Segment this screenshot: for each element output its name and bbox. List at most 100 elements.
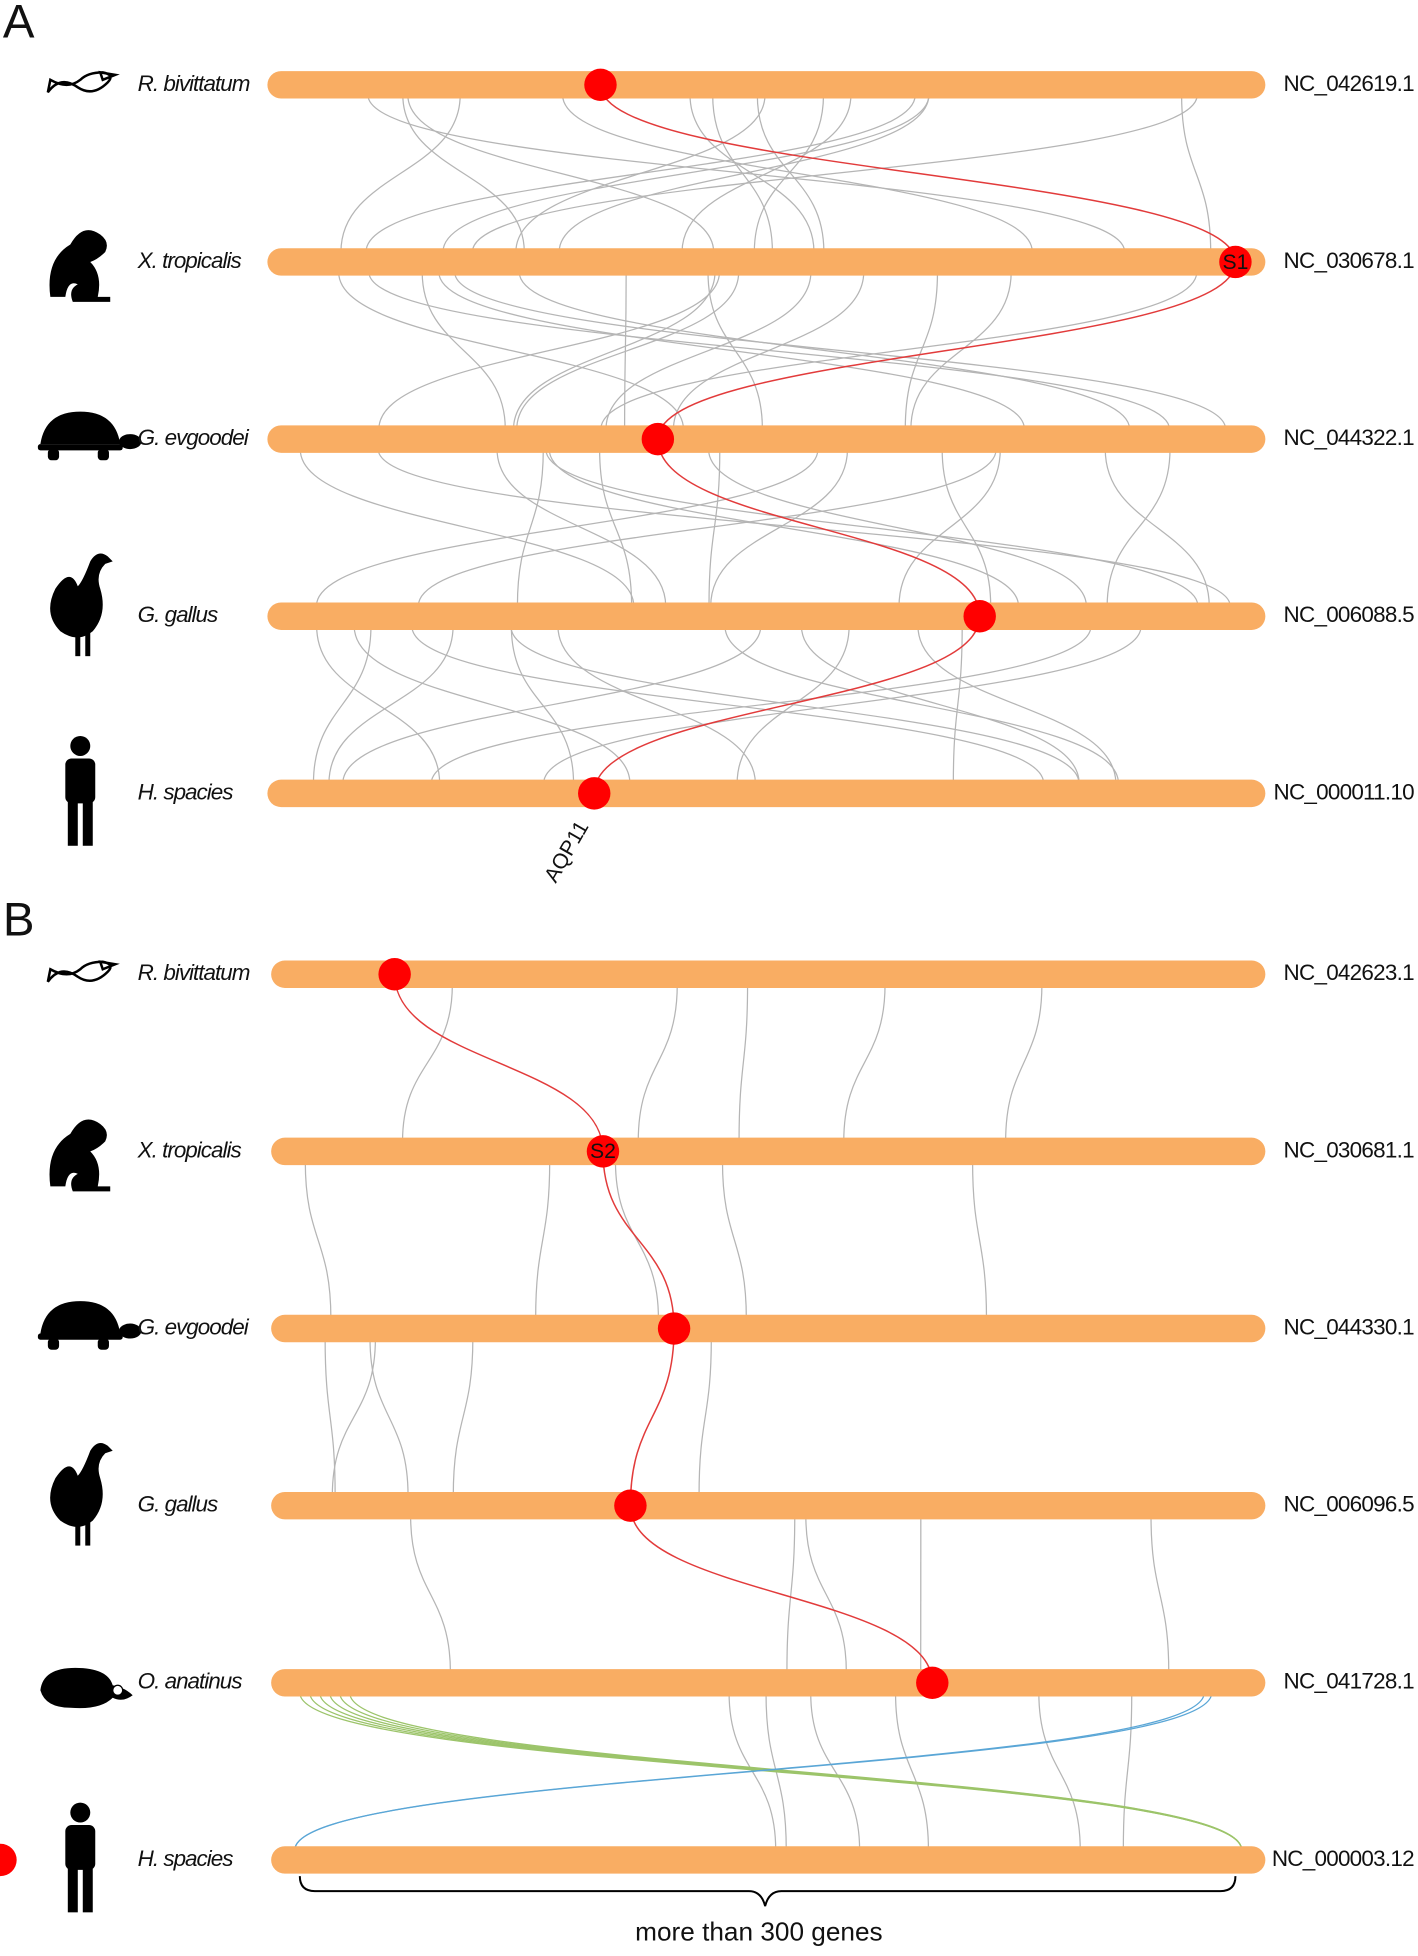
- icon-part: [40, 1667, 133, 1709]
- icon-part: [67, 1864, 78, 1913]
- accession: NC_006088.5: [1284, 602, 1415, 627]
- synteny-link: [1180, 94, 1212, 252]
- synteny-link: [952, 626, 963, 784]
- synteny-link: [598, 449, 633, 607]
- synteny-link: [407, 94, 715, 252]
- synteny-link: [941, 449, 992, 607]
- synteny-link: [510, 626, 575, 784]
- species-name: X. tropicalis: [137, 1137, 242, 1162]
- accession: NC_030681.1: [1284, 1137, 1415, 1162]
- synteny-link: [402, 94, 525, 252]
- gene-marker: [378, 958, 411, 991]
- species-name: G. gallus: [138, 1492, 218, 1517]
- synteny-link: [898, 449, 1001, 607]
- synteny-link: [338, 271, 685, 430]
- icon-part: [50, 1442, 113, 1527]
- synteny-link: [340, 94, 461, 252]
- synteny-link: [805, 1515, 847, 1673]
- synteny-link: [904, 271, 939, 430]
- highlight-link: [599, 84, 1237, 262]
- synteny-link: [452, 1338, 474, 1496]
- icon-part: [85, 1518, 91, 1546]
- gene-marker: [963, 600, 996, 633]
- synteny-link: [917, 626, 1117, 784]
- bracket: [298, 1876, 1237, 1907]
- synteny-link: [681, 94, 852, 252]
- gene-marker: [657, 1312, 691, 1345]
- synteny-link: [378, 271, 721, 430]
- synteny-link: [411, 626, 1045, 784]
- marker-label: S1: [1222, 251, 1248, 274]
- synteny-link: [894, 1692, 930, 1850]
- icon-part: [37, 1333, 123, 1340]
- synteny-link: [331, 1338, 377, 1496]
- species-name: R. bivittatum: [138, 71, 250, 96]
- highlight-link: [657, 439, 981, 617]
- synteny-link: [409, 1515, 452, 1673]
- icon-part: [40, 411, 121, 445]
- accession: NC_041728.1: [1284, 1669, 1415, 1694]
- accession: NC_044330.1: [1284, 1314, 1415, 1339]
- species-name: H. spacies: [138, 779, 234, 804]
- synteny-link: [377, 449, 1231, 607]
- highlight-link: [393, 974, 604, 1152]
- synteny-link: [1104, 449, 1210, 607]
- synteny-link: [710, 449, 849, 607]
- gene-marker: [0, 1843, 17, 1877]
- synteny-link: [1150, 1515, 1170, 1673]
- species-name: G. evgoodei: [138, 1314, 250, 1339]
- icon-part: [49, 1119, 111, 1192]
- accession: NC_042623.1: [1284, 960, 1415, 985]
- marker-label: AQP11: [540, 817, 593, 886]
- synteny-link: [328, 626, 454, 784]
- synteny-link: [535, 1161, 551, 1319]
- synteny-link: [707, 271, 764, 430]
- synteny-link: [401, 984, 453, 1142]
- synteny-link: [369, 1338, 409, 1496]
- synteny-link-green: [349, 1692, 1243, 1850]
- panel-label: B: [3, 894, 35, 947]
- synteny-link: [510, 626, 1080, 784]
- species-icon: [40, 1667, 133, 1709]
- icon-part: [49, 230, 111, 302]
- species-icon: [50, 553, 113, 657]
- species-icon: [46, 960, 120, 983]
- synteny-link: [471, 94, 1198, 252]
- species-name: X. tropicalis: [137, 248, 242, 273]
- synteny-link: [707, 449, 1088, 607]
- gene-marker: [578, 777, 611, 810]
- synteny-link: [600, 271, 1198, 430]
- gene-marker: [641, 422, 675, 456]
- highlight-link: [629, 1505, 934, 1683]
- species-icon: [49, 230, 111, 302]
- icon-part: [112, 1684, 124, 1696]
- synteny-link: [421, 271, 506, 430]
- synteny-link: [438, 271, 1025, 430]
- synteny-link: [342, 626, 762, 784]
- icon-part: [40, 1301, 121, 1334]
- icon-part: [70, 1802, 91, 1823]
- note: more than 300 genes: [635, 1916, 883, 1946]
- synteny-link: [315, 449, 819, 607]
- synteny-link: [1038, 1692, 1081, 1850]
- synteny-link: [800, 626, 1080, 784]
- species-name: G. evgoodei: [138, 425, 250, 450]
- synteny-link: [1122, 1692, 1133, 1850]
- synteny-link: [708, 449, 721, 607]
- synteny-link: [543, 626, 1142, 784]
- synteny-link: [756, 94, 825, 252]
- species-name: G. gallus: [138, 602, 218, 627]
- synteny-link: [698, 1338, 712, 1496]
- synteny-link: [454, 271, 1227, 430]
- synteny-link: [672, 271, 865, 430]
- synteny-link: [515, 94, 766, 252]
- icon-part: [97, 449, 109, 461]
- icon-part: [118, 434, 142, 450]
- accession: NC_006096.5: [1284, 1492, 1415, 1517]
- synteny-link: [561, 94, 1033, 252]
- synteny-link: [316, 626, 441, 784]
- synteny-link: [512, 271, 716, 430]
- synteny-link: [971, 1161, 988, 1319]
